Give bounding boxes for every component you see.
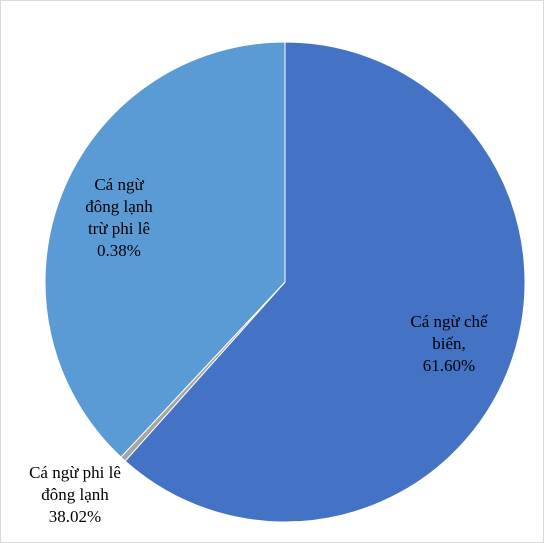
data-label: Cá ngừ chế biến, 61.60% [404, 311, 494, 377]
pie-slice [44, 41, 286, 458]
pie-slice [124, 41, 526, 523]
data-label: Cá ngừ phi lê đông lạnh 38.02% [29, 462, 121, 528]
category-label: Cá ngừ chế biến, [410, 312, 488, 353]
category-label: Cá ngừ đông lạnh trừ phi lê [85, 175, 153, 238]
category-label: Cá ngừ phi lê đông lạnh [29, 463, 121, 504]
value-label: 0.38% [97, 241, 141, 260]
data-label: Cá ngừ đông lạnh trừ phi lê 0.38% [81, 174, 157, 262]
value-label: 38.02% [48, 507, 102, 526]
value-label: 61.60% [422, 356, 476, 375]
